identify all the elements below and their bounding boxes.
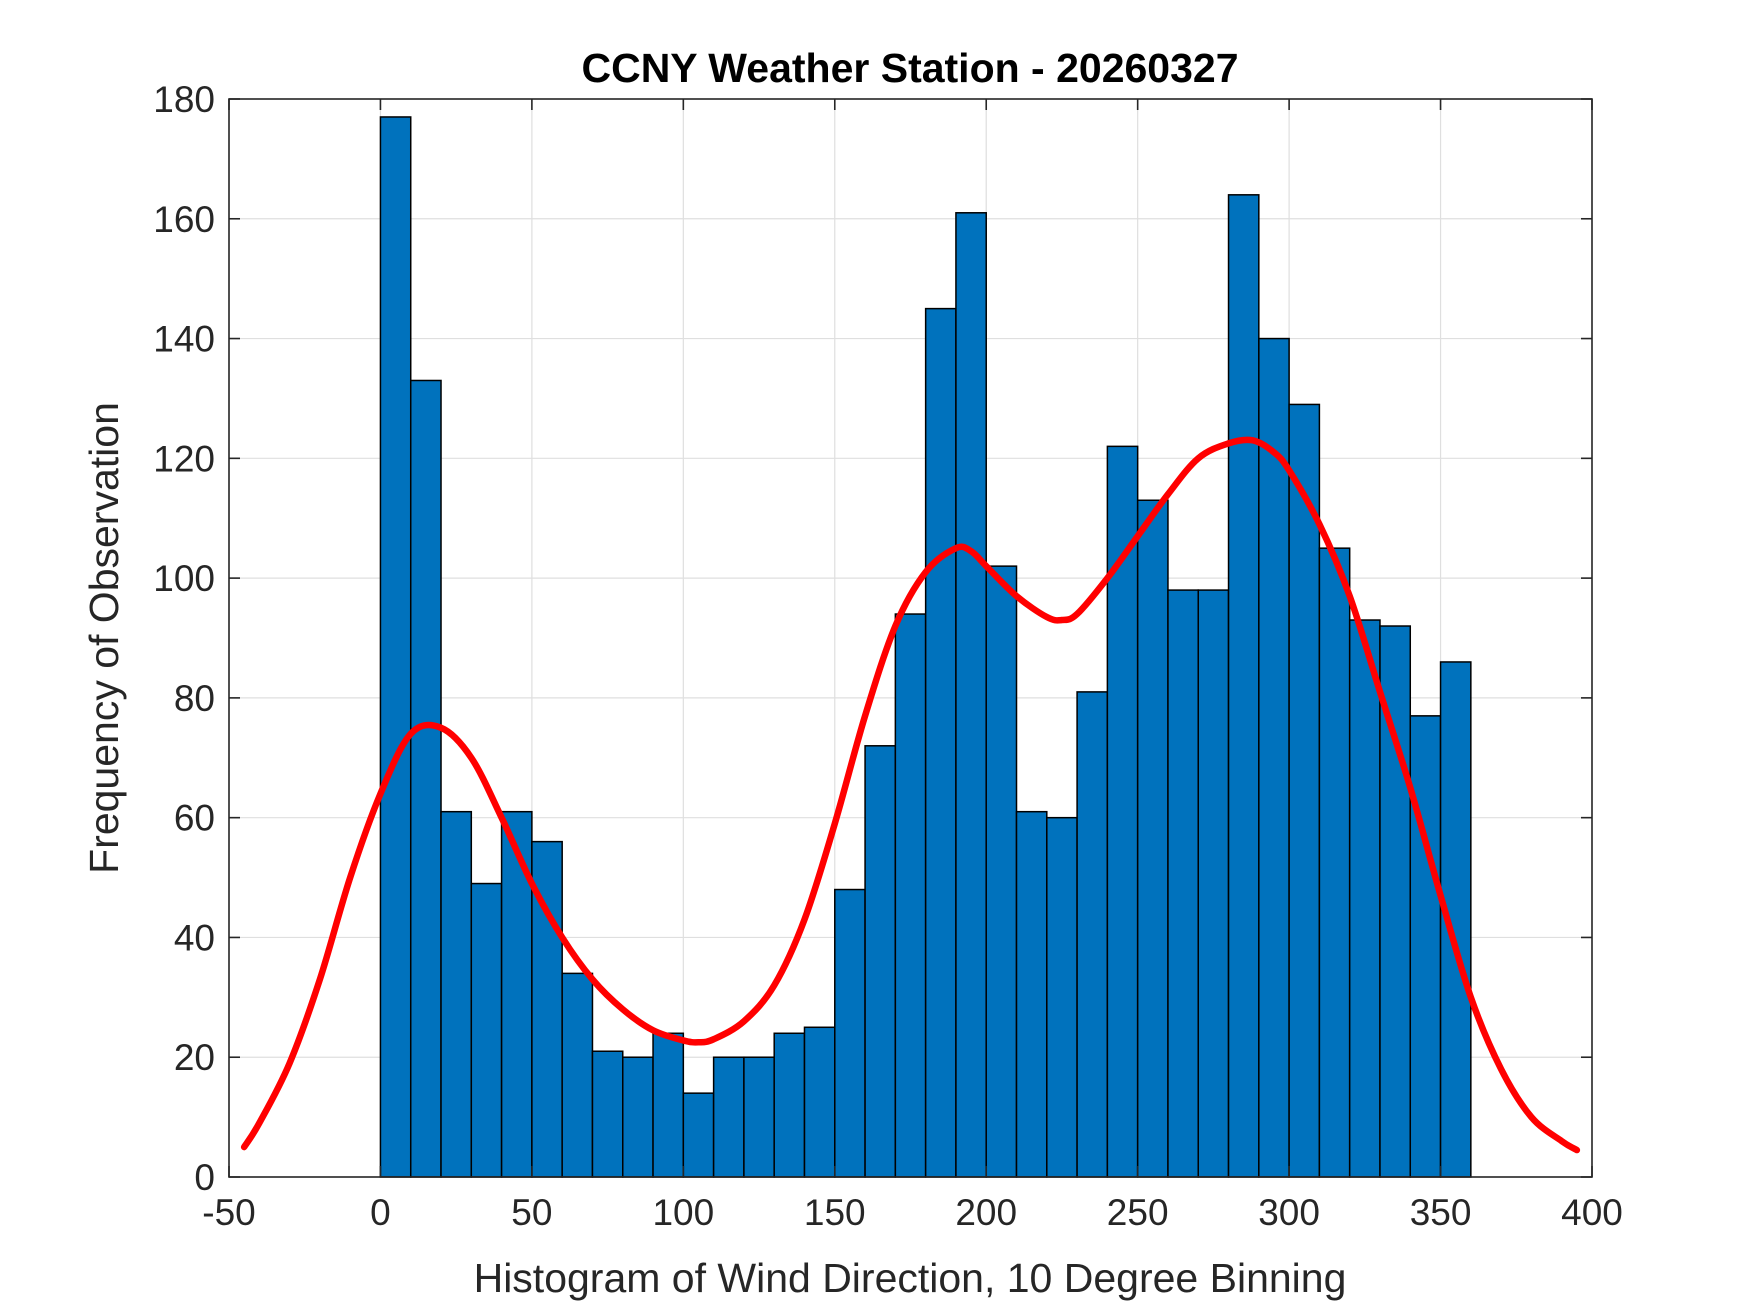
histogram-bar [743, 1056, 775, 1178]
histogram-bar [379, 116, 412, 1178]
histogram-bar [440, 810, 473, 1178]
density-fit-curve [240, 436, 1581, 1154]
histogram-bar [591, 1050, 624, 1178]
x-tick-label: 250 [1107, 1192, 1169, 1233]
histogram-bar [1167, 589, 1199, 1178]
histogram-bar [652, 1032, 685, 1178]
histogram-bar [924, 307, 957, 1178]
histogram-bar [1258, 337, 1290, 1178]
x-tick-label: 200 [955, 1192, 1017, 1233]
histogram-bar [1197, 589, 1230, 1178]
y-tick-label: 80 [174, 678, 215, 719]
histogram-bar [1015, 810, 1048, 1178]
x-tick-label: 0 [370, 1192, 391, 1233]
y-tick-label: 40 [174, 917, 215, 958]
y-tick-label: 140 [153, 319, 215, 360]
histogram-bar [682, 1092, 715, 1178]
y-tick-label: 100 [153, 558, 215, 599]
histogram-bar [894, 613, 927, 1178]
x-tick-label: -50 [202, 1192, 255, 1233]
x-tick-label: 350 [1410, 1192, 1472, 1233]
y-tick-label: 60 [174, 798, 215, 839]
y-tick-label: 160 [153, 199, 215, 240]
y-tick-label: 0 [194, 1157, 215, 1198]
tick-labels: -50 0 50 100 150 200 250 300 350 4000204060801001… [153, 79, 1623, 1233]
histogram-bar [561, 972, 594, 1178]
x-tick-label: 50 [511, 1192, 552, 1233]
x-tick-label: 150 [804, 1192, 866, 1233]
histogram-bar [834, 888, 866, 1178]
histogram-bar [773, 1032, 806, 1178]
x-axis-label: Histogram of Wind Direction, 10 Degree B… [474, 1255, 1347, 1301]
histogram-bar [1318, 547, 1351, 1178]
y-tick-label: 20 [174, 1037, 215, 1078]
chart-title: CCNY Weather Station - 20260327 [581, 45, 1238, 91]
x-tick-label: 400 [1561, 1192, 1623, 1233]
y-axis-label: Frequency of Observation [81, 402, 127, 874]
histogram-bar [1227, 194, 1260, 1178]
y-tick-label: 180 [153, 79, 215, 120]
histogram-bar [409, 379, 442, 1178]
histogram-bar [1046, 816, 1078, 1178]
histogram-bar [1136, 499, 1169, 1178]
histogram-bar [1348, 619, 1381, 1178]
histogram-bar [803, 1026, 836, 1178]
histogram-bar [470, 882, 503, 1178]
histogram-bar [712, 1056, 745, 1178]
y-tick-label: 120 [153, 438, 215, 479]
histogram-bar [864, 745, 897, 1178]
axes-box [228, 98, 1593, 1178]
histogram-bar [622, 1056, 654, 1178]
x-tick-label: 100 [652, 1192, 714, 1233]
histogram-bar [1076, 691, 1109, 1178]
x-tick-label: 300 [1258, 1192, 1320, 1233]
histogram-bar [955, 212, 987, 1178]
histogram-bar [500, 810, 533, 1178]
histogram-bar [985, 565, 1018, 1178]
density-fit-curve-group [240, 436, 1581, 1154]
histogram-bars [379, 116, 1472, 1178]
histogram-bar [1288, 403, 1321, 1178]
histogram-bar [1409, 715, 1442, 1178]
axes-frame [228, 98, 1593, 1178]
